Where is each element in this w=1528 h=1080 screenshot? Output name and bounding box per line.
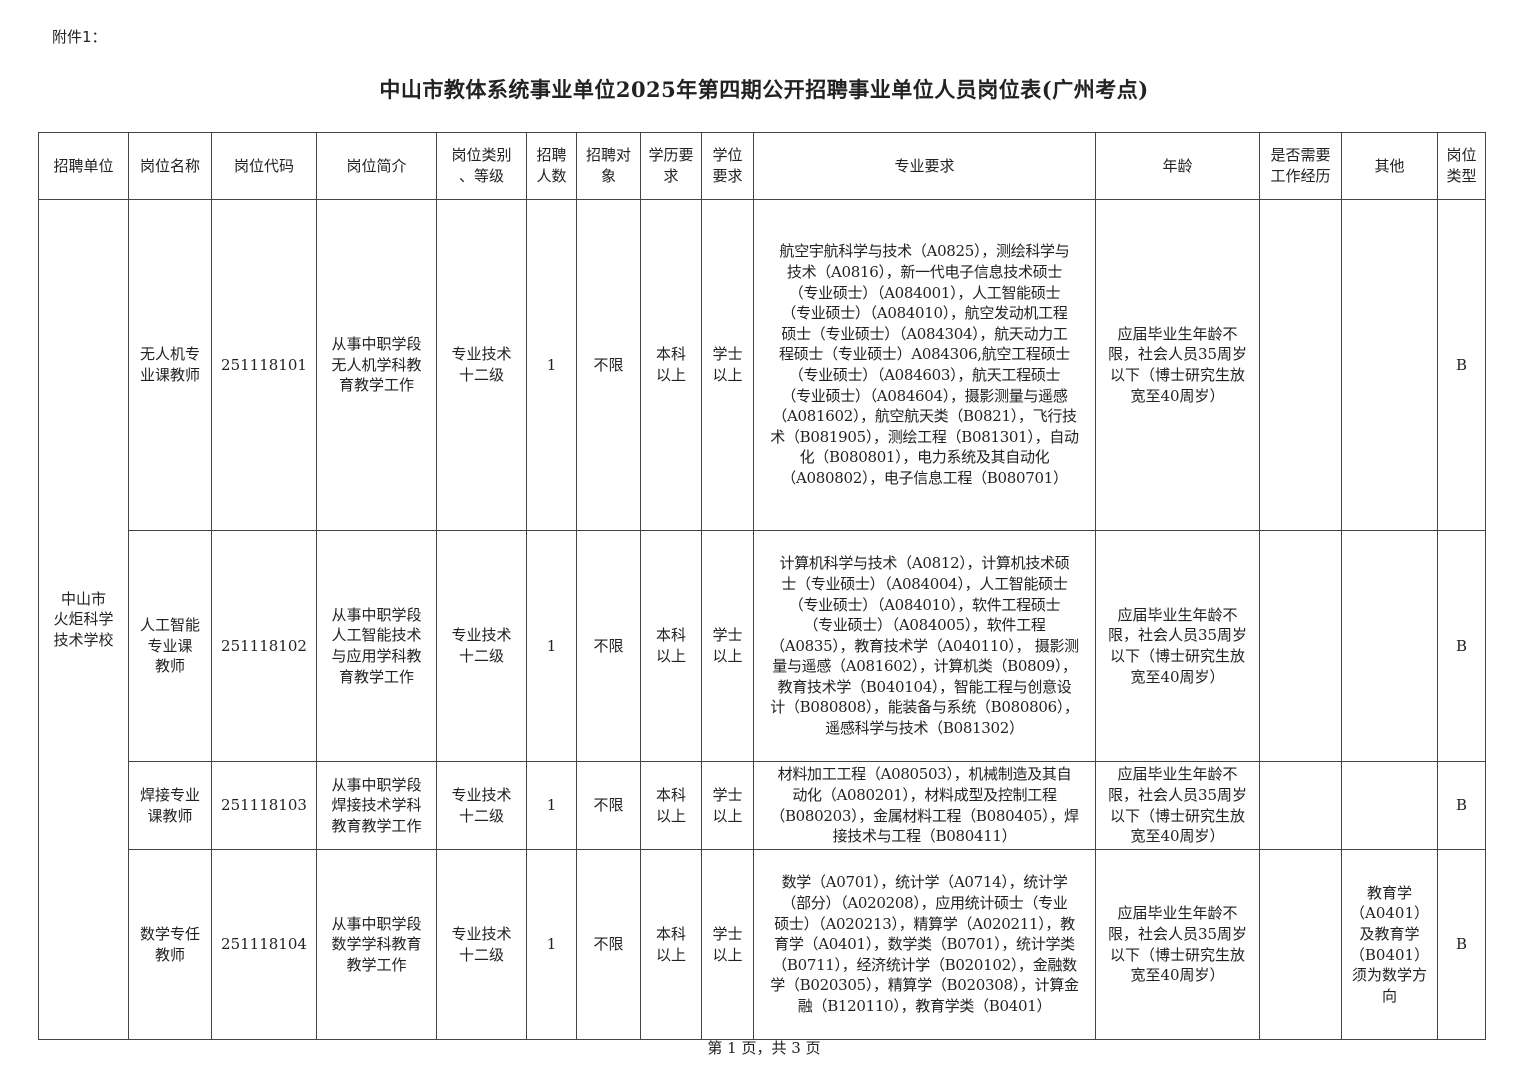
position-name: 数学专任 教师	[128, 849, 212, 1040]
header-major: 专业要求	[753, 132, 1096, 200]
position-category: 专业技术 十二级	[436, 761, 527, 850]
positions-table: 招聘单位 岗位名称 岗位代码 岗位简介 岗位类别 、等级 招聘 人数 招聘对 象…	[38, 132, 1486, 1040]
position-category: 专业技术 十二级	[436, 199, 527, 531]
attachment-label: 附件1：	[52, 28, 107, 46]
header-age: 年龄	[1095, 132, 1260, 200]
unit-cell: 中山市 火炬科学 技术学校	[38, 199, 129, 1040]
position-category: 专业技术 十二级	[436, 849, 527, 1040]
experience-req	[1259, 761, 1342, 850]
header-education: 学历要 求	[640, 132, 702, 200]
experience-req	[1259, 849, 1342, 1040]
position-type: B	[1437, 199, 1486, 531]
page-title: 中山市教体系统事业单位2025年第四期公开招聘事业单位人员岗位表(广州考点)	[379, 77, 1149, 102]
header-degree: 学位 要求	[701, 132, 754, 200]
position-intro: 从事中职学段 人工智能技术 与应用学科教 育教学工作	[316, 530, 437, 762]
position-code: 251118104	[211, 849, 317, 1040]
position-type: B	[1437, 530, 1486, 762]
table-row: 中山市 火炬科学 技术学校 无人机专 业课教师 251118101 从事中职学段…	[38, 199, 1486, 1040]
header-other: 其他	[1341, 132, 1438, 200]
education-req: 本科 以上	[640, 761, 702, 850]
hire-target: 不限	[576, 849, 641, 1040]
position-name: 人工智能 专业课 教师	[128, 530, 212, 762]
table-row: 人工智能 专业课 教师 251118102 从事中职学段 人工智能技术 与应用学…	[39, 530, 1486, 762]
hire-target: 不限	[576, 199, 641, 531]
position-type: B	[1437, 761, 1486, 850]
hire-target: 不限	[576, 761, 641, 850]
degree-req: 学士 以上	[701, 761, 754, 850]
hire-count: 1	[526, 849, 577, 1040]
header-row: 招聘单位 岗位名称 岗位代码 岗位简介 岗位类别 、等级 招聘 人数 招聘对 象…	[38, 132, 1486, 200]
experience-req	[1259, 530, 1342, 762]
position-type: B	[1437, 849, 1486, 1040]
major-req: 航空宇航科学与技术（A0825），测绘科学与 技术（A0816），新一代电子信息…	[753, 199, 1096, 531]
major-req: 数学（A0701），统计学（A0714），统计学 （部分）（A020208），应…	[753, 849, 1096, 1040]
hire-count: 1	[526, 199, 577, 531]
header-count: 招聘 人数	[526, 132, 577, 200]
table-row: 焊接专业 课教师 251118103 从事中职学段 焊接技术学科 教育教学工作 …	[39, 761, 1486, 850]
age-req: 应届毕业生年龄不 限，社会人员35周岁 以下（博士研究生放 宽至40周岁）	[1095, 530, 1260, 762]
header-experience: 是否需要 工作经历	[1259, 132, 1342, 200]
position-code: 251118103	[211, 761, 317, 850]
position-intro: 从事中职学段 数学学科教育 教学工作	[316, 849, 437, 1040]
other-req	[1341, 530, 1438, 762]
position-category: 专业技术 十二级	[436, 530, 527, 762]
position-intro: 从事中职学段 无人机学科教 育教学工作	[316, 199, 437, 531]
age-req: 应届毕业生年龄不 限，社会人员35周岁 以下（博士研究生放 宽至40周岁）	[1095, 761, 1260, 850]
education-req: 本科 以上	[640, 530, 702, 762]
degree-req: 学士 以上	[701, 530, 754, 762]
other-req: 教育学 （A0401） 及教育学 （B0401） 须为数学方 向	[1341, 849, 1438, 1040]
education-req: 本科 以上	[640, 199, 702, 531]
age-req: 应届毕业生年龄不 限，社会人员35周岁 以下（博士研究生放 宽至40周岁）	[1095, 199, 1260, 531]
table-row: 数学专任 教师 251118104 从事中职学段 数学学科教育 教学工作 专业技…	[39, 849, 1486, 1040]
experience-req	[1259, 199, 1342, 531]
position-intro: 从事中职学段 焊接技术学科 教育教学工作	[316, 761, 437, 850]
degree-req: 学士 以上	[701, 199, 754, 531]
position-code: 251118102	[211, 530, 317, 762]
hire-count: 1	[526, 530, 577, 762]
hire-count: 1	[526, 761, 577, 850]
other-req	[1341, 761, 1438, 850]
major-req: 材料加工工程（A080503），机械制造及其自 动化（A080201），材料成型…	[753, 761, 1096, 850]
header-code: 岗位代码	[211, 132, 317, 200]
position-name: 焊接专业 课教师	[128, 761, 212, 850]
major-req: 计算机科学与技术（A0812），计算机技术硕 士（专业硕士）（A084004），…	[753, 530, 1096, 762]
header-unit: 招聘单位	[38, 132, 129, 200]
header-intro: 岗位简介	[316, 132, 437, 200]
header-category: 岗位类别 、等级	[436, 132, 527, 200]
header-name: 岗位名称	[128, 132, 212, 200]
hire-target: 不限	[576, 530, 641, 762]
age-req: 应届毕业生年龄不 限，社会人员35周岁 以下（博士研究生放 宽至40周岁）	[1095, 849, 1260, 1040]
position-code: 251118101	[211, 199, 317, 531]
page-footer: 第 1 页，共 3 页	[707, 1039, 821, 1057]
position-name: 无人机专 业课教师	[128, 199, 212, 531]
header-type: 岗位 类型	[1437, 132, 1486, 200]
degree-req: 学士 以上	[701, 849, 754, 1040]
education-req: 本科 以上	[640, 849, 702, 1040]
header-target: 招聘对 象	[576, 132, 641, 200]
other-req	[1341, 199, 1438, 531]
